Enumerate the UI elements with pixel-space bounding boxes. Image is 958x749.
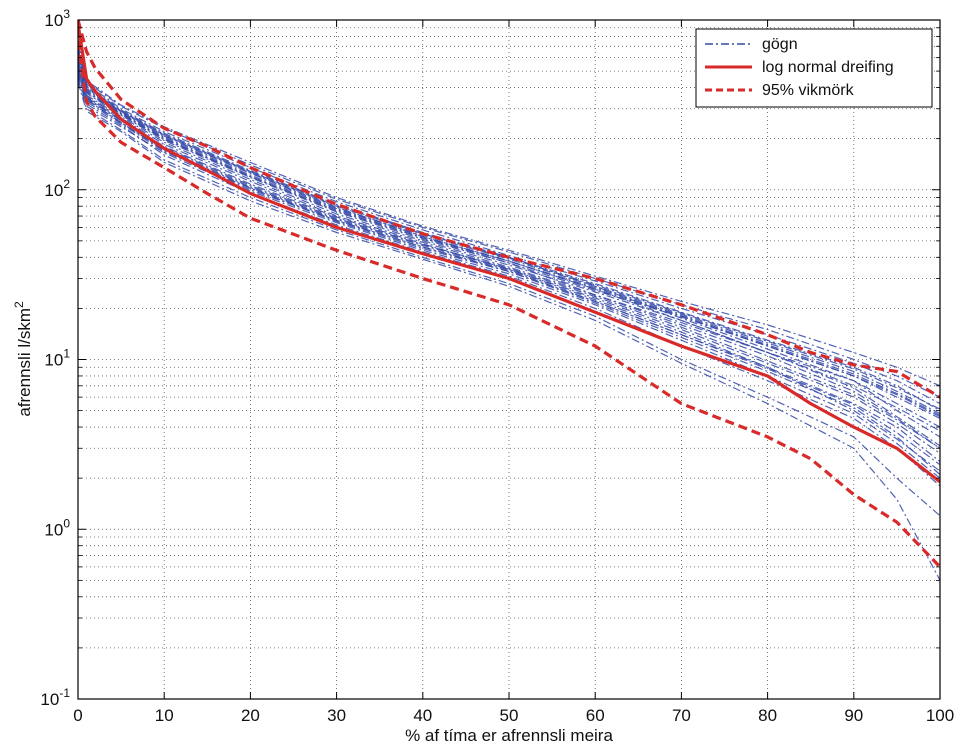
data-curve (78, 78, 940, 517)
x-tick-label: 10 (155, 706, 174, 725)
y-tick-exponent: 0 (63, 516, 70, 530)
x-tick-label: 70 (672, 706, 691, 725)
x-tick-label: 100 (926, 706, 954, 725)
data-curve (78, 69, 940, 466)
x-tick-label: 80 (758, 706, 777, 725)
data-curve (78, 72, 940, 476)
y-tick-exponent: 2 (63, 177, 70, 191)
y-tick-base: 10 (44, 181, 63, 200)
fit-curves (78, 20, 940, 569)
data-curve (78, 60, 940, 449)
data-curve (78, 73, 940, 487)
y-tick-base: 10 (44, 520, 63, 539)
y-tick-base: 10 (40, 690, 59, 709)
legend-label-data: gögn (762, 36, 798, 53)
x-tick-label: 0 (73, 706, 82, 725)
x-tick-label: 60 (586, 706, 605, 725)
data-curves (78, 40, 940, 581)
legend-label-ci: 95% vikmörk (762, 82, 855, 99)
data-curve (78, 57, 940, 418)
y-tick-base: 10 (44, 351, 63, 370)
data-curve (78, 56, 940, 416)
data-curve (78, 40, 940, 387)
data-curve (78, 46, 940, 398)
x-tick-label: 30 (327, 706, 346, 725)
data-curve (78, 70, 940, 463)
data-curve (78, 51, 940, 405)
x-axis-label: % af tíma er afrennsli meira (405, 726, 613, 745)
data-curve (78, 52, 940, 447)
data-curve (78, 55, 940, 415)
data-curve (78, 75, 940, 479)
y-tick-label: 101 (44, 347, 70, 370)
data-curve (78, 63, 940, 428)
data-curve (78, 82, 940, 581)
grid (78, 20, 940, 699)
y-axis-label-superscript: 2 (12, 301, 26, 308)
y-tick-exponent: 1 (63, 347, 70, 361)
y-tick-base: 10 (44, 11, 63, 30)
x-tick-label: 20 (241, 706, 260, 725)
data-curve (78, 68, 940, 454)
y-axis-label-text: afrennsli l/skm (15, 308, 34, 417)
x-tick-label: 50 (500, 706, 519, 725)
y-tick-exponent: -1 (59, 686, 70, 700)
ci-curve (78, 40, 940, 569)
x-tick-label: 90 (844, 706, 863, 725)
x-tick-label: 40 (413, 706, 432, 725)
legend-label-fit: log normal dreifing (762, 59, 894, 76)
y-tick-label: 102 (44, 177, 70, 200)
data-curve (78, 44, 940, 412)
legend: gögn log normal dreifing 95% vikmörk (695, 28, 933, 108)
fit-curve (78, 23, 940, 484)
y-tick-label: 10-1 (40, 686, 70, 709)
y-tick-label: 100 (44, 516, 70, 539)
y-tick-label: 103 (44, 7, 70, 30)
y-axis-label: afrennsli l/skm2 (12, 301, 34, 417)
y-tick-exponent: 3 (63, 7, 70, 21)
ci-curve (78, 20, 940, 399)
